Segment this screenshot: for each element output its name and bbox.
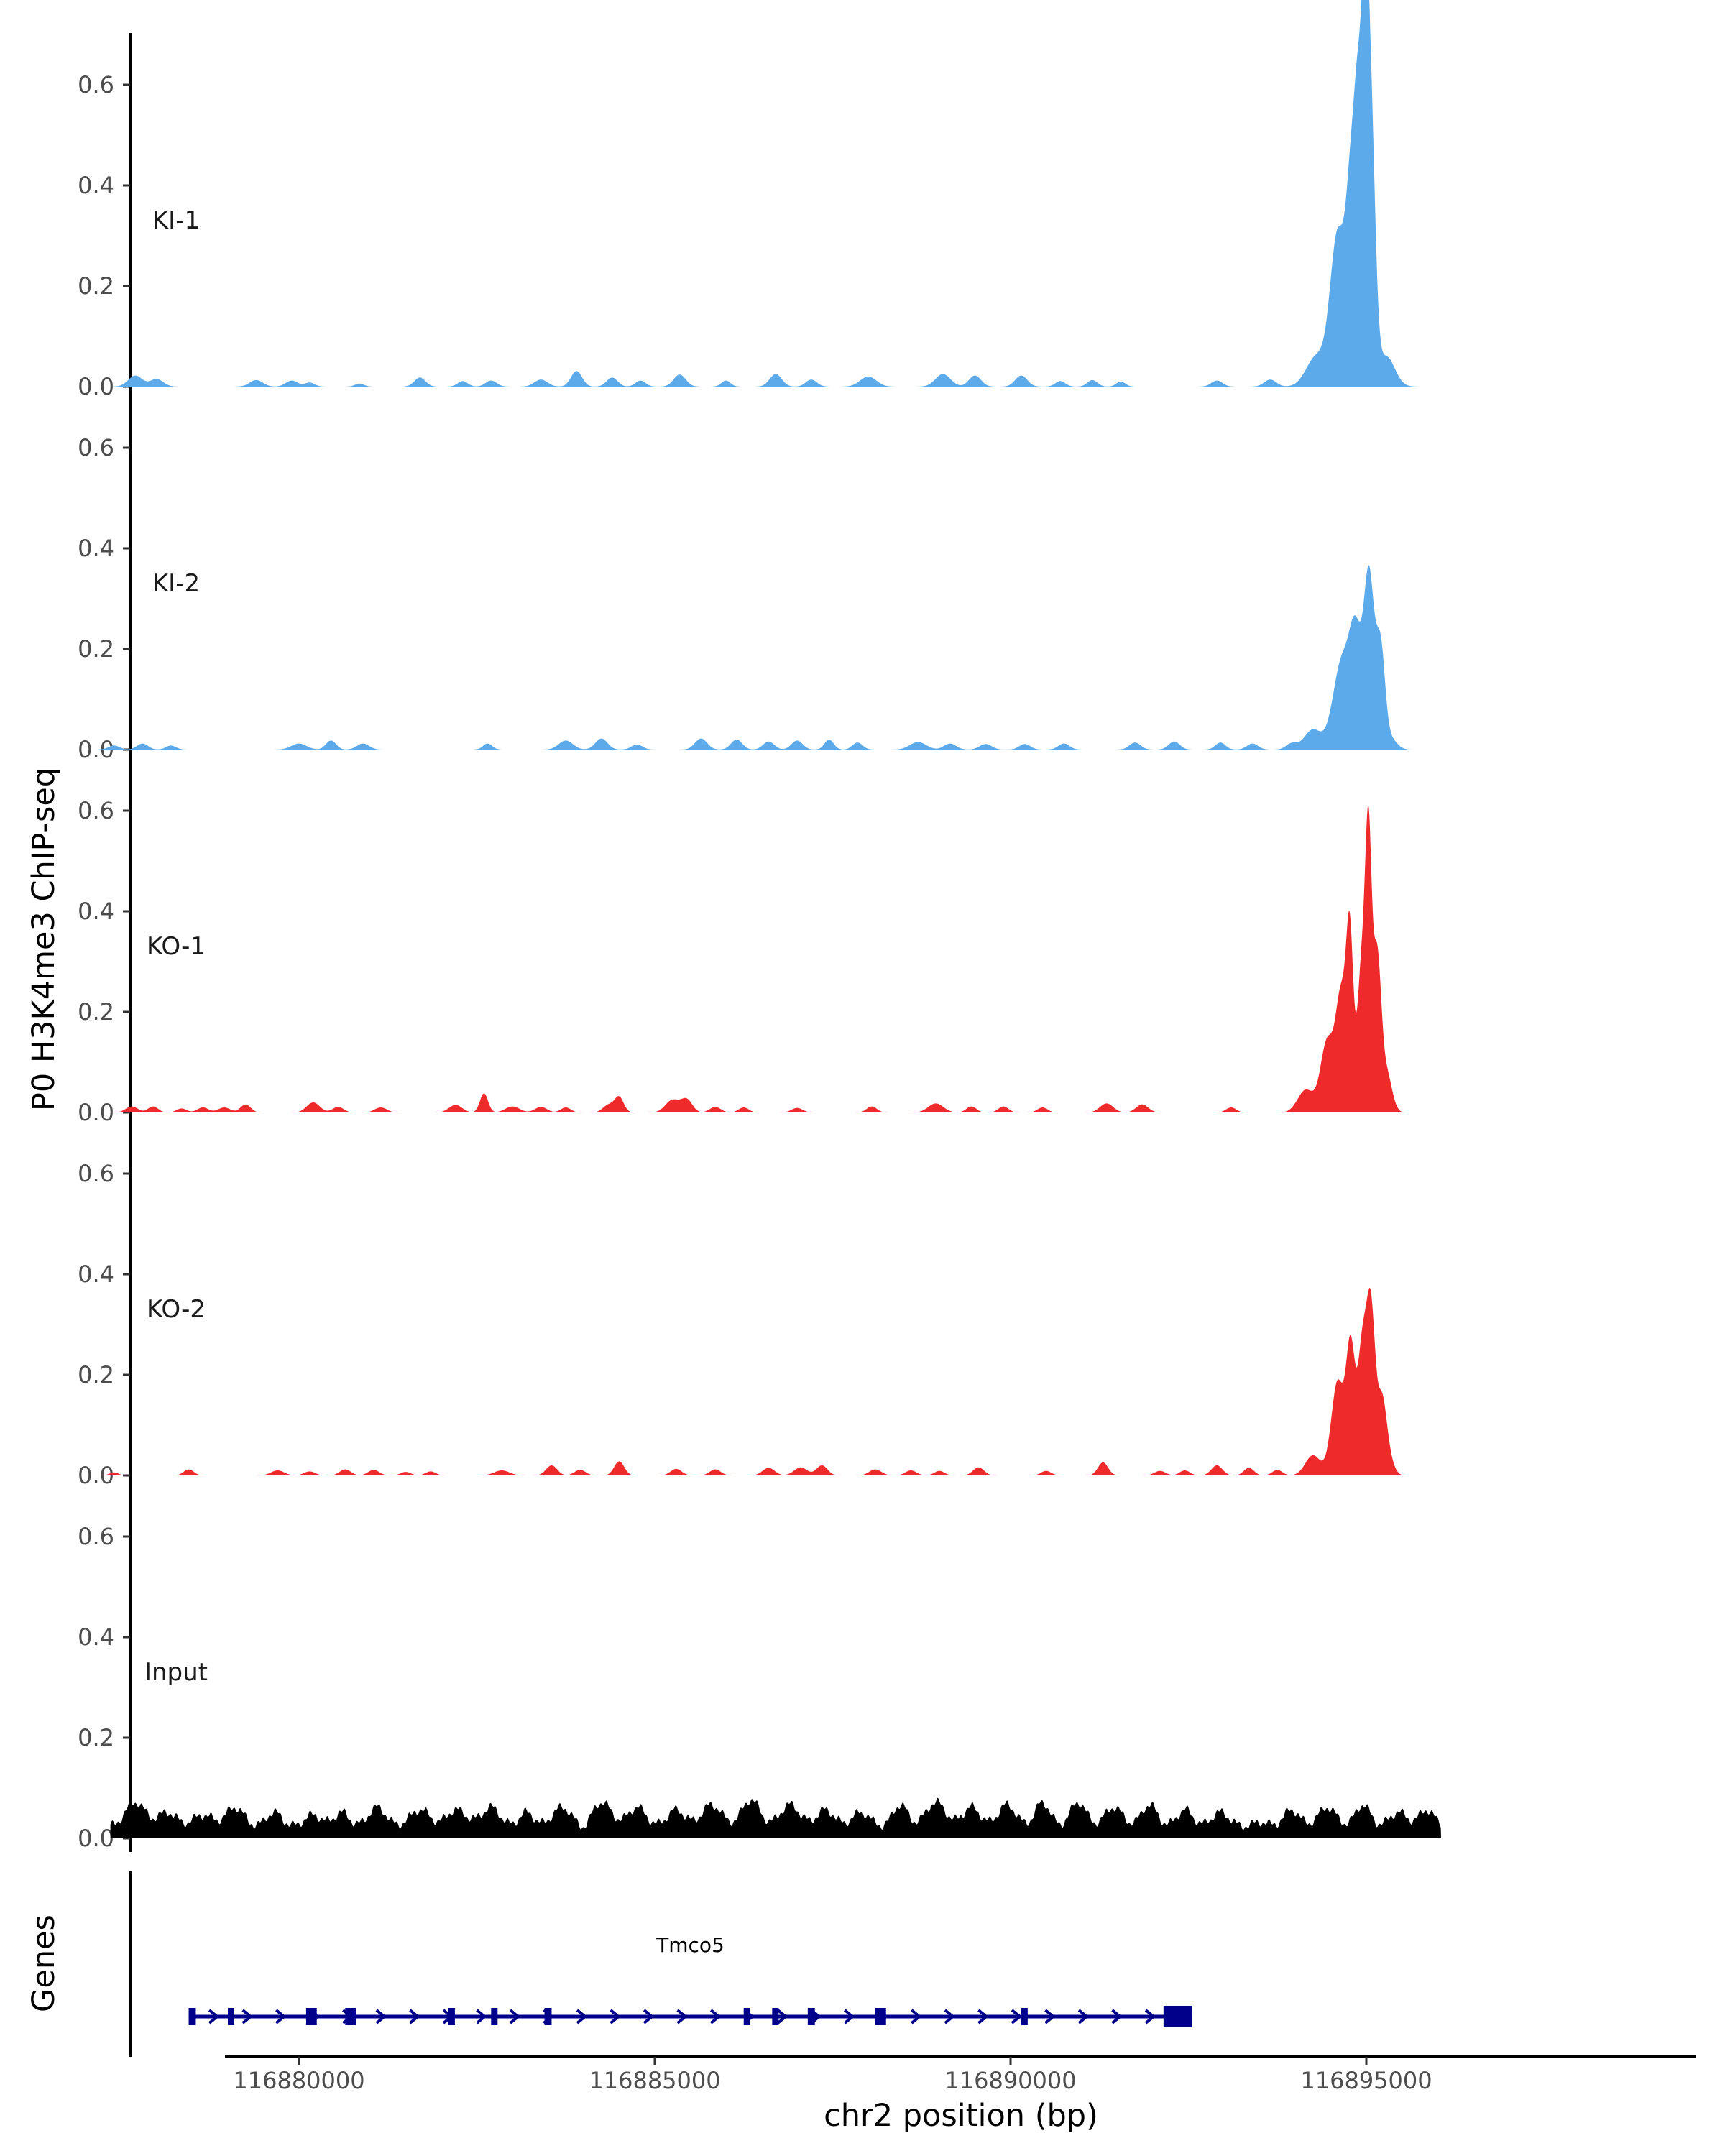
track-panel-ko-1: 0.0 0.2 0.4 0.6 KO-1	[78, 759, 1410, 1126]
x-axis-title: chr2 position (bp)	[824, 2098, 1098, 2134]
strand-arrow	[743, 2009, 755, 2024]
gene-exon	[807, 2008, 815, 2025]
y-tick-label: 0.6	[78, 71, 114, 98]
strand-arrow	[911, 2009, 922, 2024]
y-tick-label: 0.6	[78, 434, 114, 461]
strand-arrow	[208, 2009, 220, 2024]
strand-arrow	[877, 2009, 888, 2024]
y-tick-label: 0.4	[78, 1261, 114, 1288]
x-tick-label: 116890000	[944, 2067, 1076, 2094]
signal-area	[110, 1797, 1442, 1838]
strand-arrow	[1144, 2009, 1156, 2024]
gene-exon	[1021, 2008, 1028, 2025]
y-tick-label: 0.2	[78, 1361, 114, 1388]
signal-area	[105, 0, 1423, 387]
strand-arrow	[543, 2009, 554, 2024]
gene-exon	[743, 2008, 750, 2025]
strand-arrow	[242, 2009, 253, 2024]
track-label: KO-2	[147, 1295, 206, 1324]
y-tick-label: 0.2	[78, 272, 114, 300]
gene-exon	[772, 2008, 779, 2025]
strand-arrow	[1111, 2009, 1123, 2024]
gene-exon	[491, 2008, 498, 2025]
strand-arrow	[275, 2009, 287, 2024]
y-tick-label: 0.2	[78, 635, 114, 663]
y-tick-label: 0.4	[78, 535, 114, 562]
track-label: KI-2	[152, 569, 200, 598]
signal-area	[106, 804, 1410, 1112]
track-panel-ki-1: 0.0 0.2 0.4 0.6 KI-1	[78, 0, 1423, 401]
strand-arrow	[944, 2009, 956, 2024]
y-tick-label: 0.0	[78, 1099, 114, 1126]
y-tick-label: 0.0	[78, 373, 114, 400]
signal-area	[94, 1287, 1411, 1475]
y-tick-label: 0.4	[78, 1623, 114, 1651]
strand-arrow	[1044, 2009, 1056, 2024]
strand-arrow	[776, 2009, 788, 2024]
strand-arrow	[810, 2009, 822, 2024]
strand-arrow	[1011, 2009, 1023, 2024]
strand-arrow	[1077, 2009, 1090, 2024]
track-label: Input	[144, 1658, 208, 1687]
strand-arrow	[709, 2009, 722, 2024]
strand-arrow	[375, 2009, 387, 2024]
strand-arrow	[509, 2009, 521, 2024]
strand-arrow	[576, 2009, 588, 2024]
gene-name-label: Tmco5	[656, 1933, 724, 1957]
y-axis-title: P0 H3K4me3 ChIP-seq	[26, 768, 62, 1111]
track-panel-ko-2: 0.00.20.40.6KO-2	[78, 1122, 1411, 1489]
strand-arrow	[342, 2009, 354, 2024]
strand-arrow	[643, 2009, 655, 2024]
y-tick-label: 0.4	[78, 898, 114, 925]
genes-track: Tmco5	[129, 1871, 1192, 2057]
y-tick-label: 0.0	[78, 1825, 114, 1852]
y-tick-label: 0.6	[78, 1523, 114, 1550]
strand-arrow	[409, 2009, 420, 2024]
strand-arrow	[844, 2009, 855, 2024]
genes-axis-title: Genes	[26, 1915, 62, 2012]
y-tick-label: 0.2	[78, 1724, 114, 1751]
strand-arrow	[978, 2009, 989, 2024]
y-tick-label: 0.6	[78, 797, 114, 824]
gene-exon	[228, 2008, 234, 2025]
track-panel-input: 0.0 0.2 0.4 0.6 Input	[78, 1485, 1442, 1852]
signal-tracks: 0.00.20.40.6KI-10.00.20.40.6KI-20.00.20.…	[78, 0, 1442, 1852]
gene-exon	[1163, 2006, 1192, 2027]
x-tick-label: 116895000	[1300, 2067, 1432, 2094]
x-axis: 116880000 116885000 116890000 116895000	[225, 2055, 1696, 2094]
strand-arrow	[442, 2009, 454, 2024]
y-tick-label: 0.4	[78, 172, 114, 199]
track-label: KI-1	[152, 206, 200, 235]
track-label: KO-1	[147, 932, 206, 961]
track-panel-ki-2: 0.00.20.40.6KI-2	[78, 396, 1417, 764]
y-tick-label: 0.2	[78, 998, 114, 1026]
gene-exon	[875, 2008, 886, 2025]
strand-arrow	[676, 2009, 688, 2024]
signal-area	[90, 565, 1417, 750]
gene-exon	[544, 2008, 552, 2025]
strand-arrow	[610, 2009, 621, 2024]
x-tick-label: 116880000	[233, 2067, 364, 2094]
x-tick-label: 116885000	[589, 2067, 720, 2094]
strand-arrow	[308, 2009, 320, 2024]
y-tick-label: 0.6	[78, 1160, 114, 1187]
strand-arrow	[476, 2009, 487, 2024]
gene-exon	[188, 2008, 196, 2025]
